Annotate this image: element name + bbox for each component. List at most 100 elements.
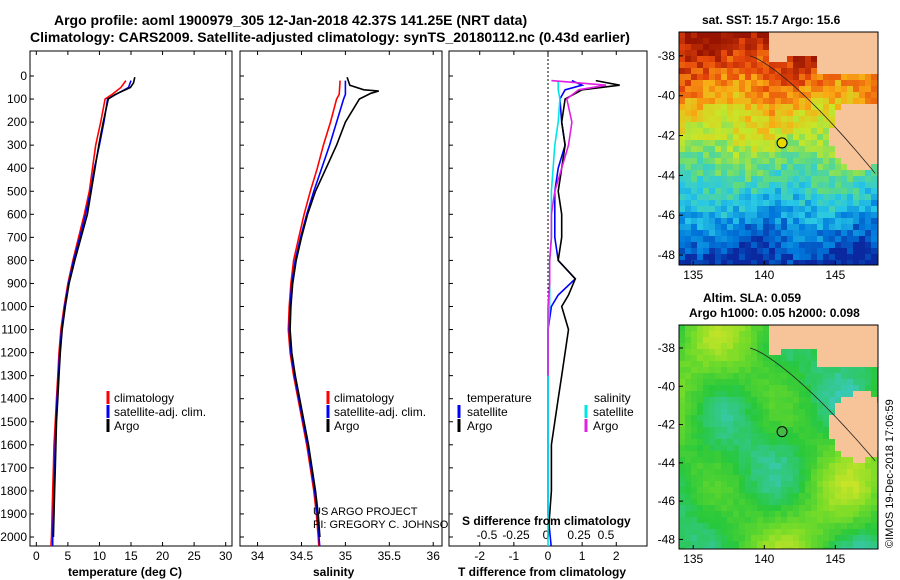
map-cell xyxy=(685,248,692,255)
map-cell xyxy=(865,50,872,57)
map-cell xyxy=(835,242,842,249)
map-cell xyxy=(805,206,812,213)
map-cell xyxy=(781,80,788,87)
map-cell xyxy=(757,493,764,500)
map-cell xyxy=(817,355,824,362)
map-cell xyxy=(775,397,782,404)
map-cell xyxy=(793,373,800,380)
map-cell xyxy=(745,110,752,117)
map-cell xyxy=(781,170,788,177)
map-cell xyxy=(685,475,692,482)
map-cell xyxy=(805,493,812,500)
map-cell xyxy=(859,361,866,368)
map-cell xyxy=(769,32,776,39)
map-cell xyxy=(835,547,842,549)
map-cell xyxy=(703,511,710,518)
map-cell xyxy=(823,146,830,153)
map-cell xyxy=(739,337,746,344)
map-cell xyxy=(823,86,830,93)
map-cell xyxy=(703,487,710,494)
sla-map-subtitle: Argo h1000: 0.05 h2000: 0.098 xyxy=(689,306,860,320)
map-cell xyxy=(799,50,806,57)
map-cell xyxy=(823,433,830,440)
map-cell xyxy=(865,254,872,261)
map-cell xyxy=(775,38,782,45)
map-cell xyxy=(715,541,722,548)
map-cell xyxy=(745,98,752,105)
map-cell xyxy=(799,349,806,356)
map-cell xyxy=(691,224,698,231)
map-cell xyxy=(751,457,758,464)
map-cell xyxy=(799,38,806,45)
map-cell xyxy=(853,331,860,338)
map-cell xyxy=(691,116,698,123)
map-cell xyxy=(811,403,818,410)
map-cell xyxy=(691,248,698,255)
map-cell xyxy=(859,421,866,428)
map-cell xyxy=(817,523,824,530)
map-cell xyxy=(709,427,716,434)
map-cell xyxy=(769,367,776,374)
map-cell xyxy=(799,445,806,452)
map-cell xyxy=(691,415,698,422)
map-cell xyxy=(865,391,872,398)
map-cell xyxy=(721,421,728,428)
map-cell xyxy=(793,475,800,482)
map-cell xyxy=(703,254,710,261)
map-cell xyxy=(691,140,698,147)
salinity-ticks: 34 34.5 35 35.5 36 xyxy=(240,51,440,563)
map-cell xyxy=(793,170,800,177)
map-cell xyxy=(703,206,710,213)
map-cell xyxy=(865,499,872,506)
map-cell xyxy=(733,403,740,410)
map-cell xyxy=(775,158,782,165)
map-cell xyxy=(727,469,734,476)
map-cell xyxy=(859,439,866,446)
map-cell xyxy=(799,146,806,153)
map-cell xyxy=(823,104,830,111)
map-cell xyxy=(757,427,764,434)
map-cell xyxy=(727,493,734,500)
map-cell xyxy=(793,68,800,75)
map-cell xyxy=(847,457,854,464)
map-cell xyxy=(841,200,848,207)
map-cell xyxy=(745,391,752,398)
map-cell xyxy=(859,541,866,548)
map-cell xyxy=(709,110,716,117)
map-cell xyxy=(685,212,692,219)
map-cell xyxy=(859,355,866,362)
map-cell xyxy=(739,164,746,171)
map-cell xyxy=(823,230,830,237)
salinity-difference-xlabel: S difference from climatology xyxy=(462,514,631,528)
map-cell xyxy=(757,128,764,135)
map-cell xyxy=(817,373,824,380)
map-cell xyxy=(829,445,836,452)
map-cell xyxy=(841,415,848,422)
map-cell xyxy=(763,325,770,332)
map-cell xyxy=(721,403,728,410)
map-cell xyxy=(811,128,818,135)
map-cell xyxy=(823,517,830,524)
map-cell xyxy=(703,493,710,500)
map-cell xyxy=(871,385,878,392)
map-cell xyxy=(853,86,860,93)
figure-title-line1: Argo profile: aoml 1900979_305 12-Jan-20… xyxy=(54,12,527,28)
map-cell xyxy=(817,194,824,201)
ytick-label: 1700 xyxy=(0,461,27,475)
map-cell xyxy=(703,331,710,338)
map-cell xyxy=(847,170,854,177)
map-cell xyxy=(799,427,806,434)
map-cell xyxy=(799,248,806,255)
map-cell xyxy=(685,194,692,201)
map-cell xyxy=(799,206,806,213)
map-cell xyxy=(823,134,830,141)
map-cell xyxy=(805,248,812,255)
map-cell xyxy=(733,445,740,452)
map-cell xyxy=(787,248,794,255)
map-cell xyxy=(811,242,818,249)
map-cell xyxy=(871,391,878,398)
map-cell xyxy=(769,487,776,494)
map-cell xyxy=(685,92,692,99)
map-cell xyxy=(679,110,686,117)
map-cell xyxy=(679,463,686,470)
